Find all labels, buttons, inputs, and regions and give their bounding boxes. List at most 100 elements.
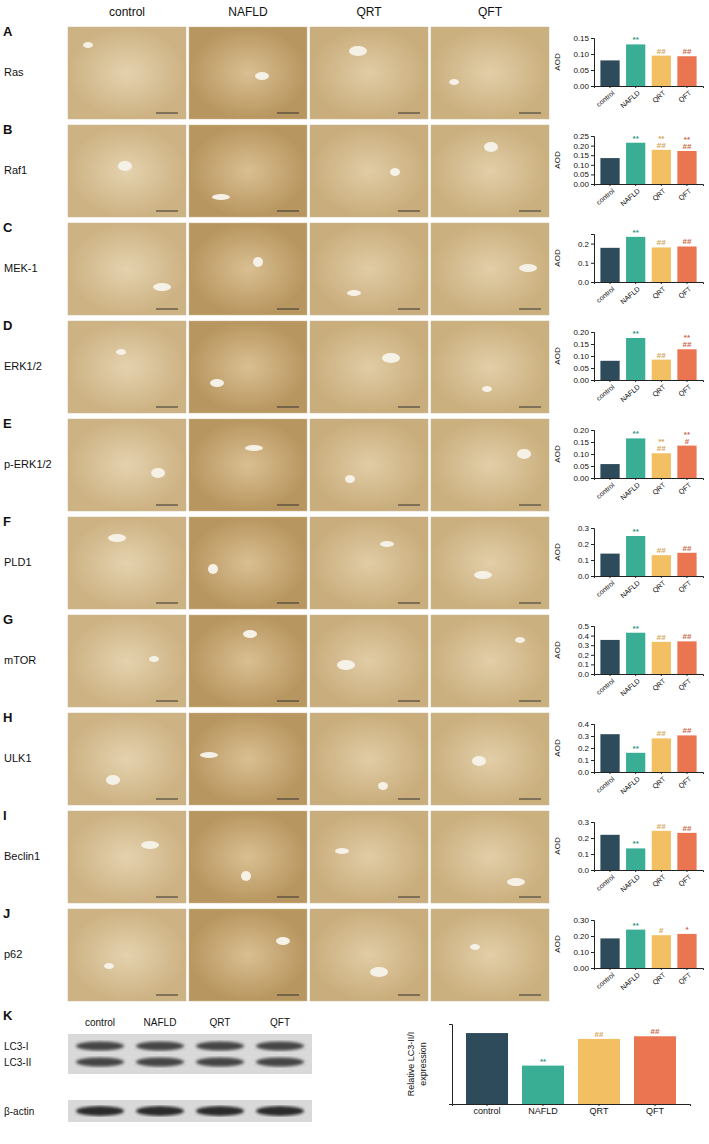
scale-bar (156, 603, 178, 604)
y-tick-mark (591, 430, 594, 431)
x-tick: QRT (651, 86, 668, 105)
y-tick-label: 0.00 (573, 474, 589, 483)
vessel (149, 656, 159, 662)
column-header: NAFLD (228, 5, 268, 19)
y-tick: 0.00 (573, 474, 594, 483)
blot-band (256, 1042, 304, 1051)
y-tick-mark (591, 86, 594, 87)
x-tick-mark (686, 282, 687, 284)
significance-mark: ## (683, 632, 692, 641)
y-tick: 0.4 (578, 720, 594, 729)
y-tick: 0.10 (573, 161, 594, 170)
x-tick-label: control (595, 775, 616, 794)
figure: controlNAFLDQRTQFTARas0.000.050.100.15co… (0, 0, 709, 1144)
bar (677, 349, 696, 380)
x-axis-line (595, 675, 704, 677)
x-tick: NAFLD (619, 576, 641, 599)
x-tick-label: control (595, 285, 616, 304)
x-tick-label: QRT (651, 579, 668, 595)
y-tick-label: 0.3 (578, 732, 590, 741)
x-tick-label: QFT (677, 579, 693, 595)
y-tick: 0.10 (573, 352, 594, 361)
y-tick-mark (591, 454, 594, 455)
x-tick-mark (610, 674, 611, 676)
bar (626, 848, 645, 870)
y-tick-mark (591, 174, 594, 175)
blot-band (196, 1058, 244, 1067)
micrograph-image (431, 125, 549, 217)
x-axis: controlNAFLDQRTQFT (595, 968, 704, 991)
x-tick-label: QRT (651, 89, 668, 105)
significance-mark: ## (657, 47, 666, 56)
vessel (370, 967, 388, 977)
scale-bar (519, 603, 541, 604)
bars (600, 438, 696, 478)
y-tick-mark (591, 38, 594, 39)
vessel (382, 353, 400, 363)
y-tick-mark (591, 968, 594, 969)
significance-mark: # (685, 437, 690, 446)
vessel (200, 752, 218, 758)
y-tick-label: 0.2 (578, 540, 590, 549)
x-tick-label: NAFLD (619, 579, 641, 599)
bars (600, 143, 696, 184)
x-tick-mark (686, 86, 687, 88)
micrograph-image (68, 419, 186, 511)
y-tick: 0.3 (578, 732, 594, 741)
row-label: ERK1/2 (4, 360, 42, 372)
x-tick: QRT (651, 772, 668, 791)
micrograph-image (310, 517, 428, 609)
y-tick-mark (591, 442, 594, 443)
vessel (255, 72, 269, 80)
blot-membrane (68, 1100, 312, 1122)
y-tick-mark (591, 368, 594, 369)
x-tick-mark (661, 184, 662, 186)
bars (600, 633, 696, 674)
bar (626, 438, 645, 478)
vessel (245, 445, 263, 451)
micrograph (310, 909, 428, 1001)
x-tick-label: NAFLD (619, 873, 641, 893)
vessel (208, 564, 218, 574)
vessel (347, 290, 361, 296)
vessel (116, 349, 126, 355)
significance-mark: ** (633, 624, 640, 633)
bar-chart: 0.000.050.100.150.200.25controlNAFLDQRTQ… (573, 132, 703, 207)
significance-mark: ## (657, 729, 666, 738)
y-tick-label: 0.10 (573, 948, 589, 957)
x-tick-label: NAFLD (619, 89, 641, 109)
y-tick-label: 0.2 (578, 240, 590, 249)
x-tick-label: QRT (651, 383, 668, 399)
x-tick: control (595, 282, 616, 304)
y-tick: 0.2 (578, 744, 594, 753)
bar (652, 935, 671, 968)
y-tick: 0.0 (578, 670, 594, 679)
scale-bar (156, 701, 178, 702)
y-tick-mark (591, 576, 594, 577)
x-tick-mark (610, 478, 611, 480)
x-tick-label: control (595, 677, 616, 696)
bar (626, 633, 645, 674)
x-tick: NAFLD (619, 968, 641, 991)
y-tick-mark (591, 822, 594, 823)
y-tick-label: 0.0 (578, 768, 590, 777)
y-tick-mark (591, 736, 594, 737)
panel-letter: G (3, 612, 13, 627)
y-tick-label: 0.15 (573, 151, 589, 160)
micrograph (310, 321, 428, 413)
y-tick: 0.05 (573, 364, 594, 373)
x-tick-label: NAFLD (528, 1106, 558, 1116)
bar (600, 938, 619, 968)
y-tick-label: 0.0 (578, 278, 590, 287)
vessel (276, 937, 290, 945)
bar-chart: 0.000.050.100.15controlNAFLDQRTQFT (573, 34, 703, 109)
x-tick-label: QRT (651, 873, 668, 889)
bar (677, 246, 696, 282)
scale-bar (156, 113, 178, 114)
micrograph-image (431, 419, 549, 511)
vessel (519, 264, 537, 272)
y-axis-title: AOD (553, 53, 562, 71)
x-tick-mark (686, 576, 687, 578)
y-axis: 0.000.050.100.150.20 (573, 426, 594, 483)
y-tick: 0.20 (573, 426, 594, 435)
